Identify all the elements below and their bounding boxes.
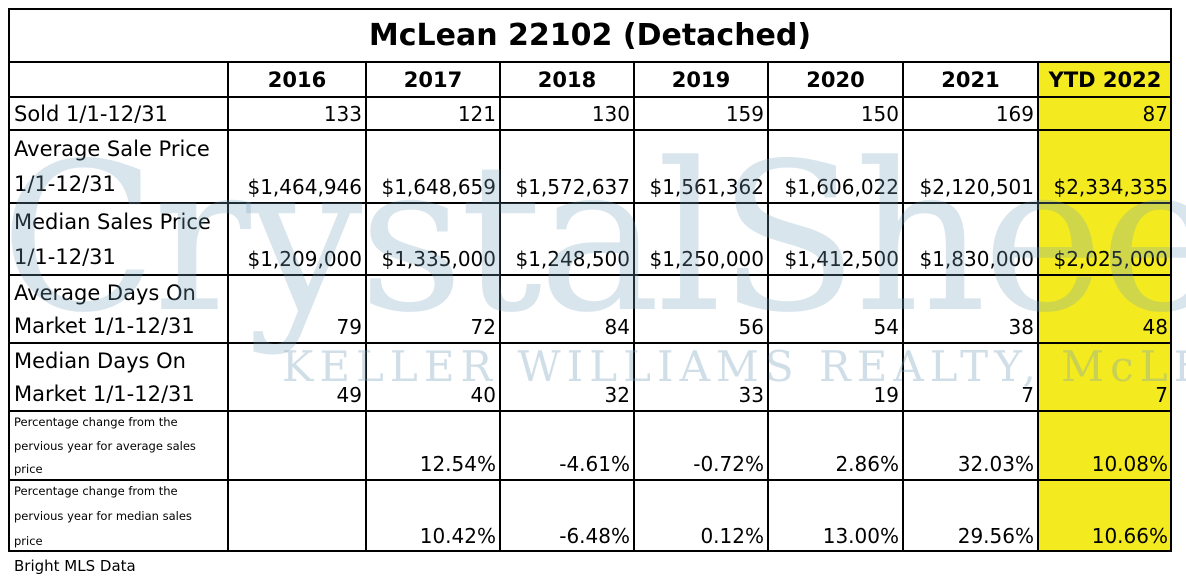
label-line: price (14, 534, 43, 548)
label-line: Market 1/1-12/31 (14, 313, 195, 338)
value-cell: 13.00% (768, 480, 903, 552)
value-cell: $1,250,000 (634, 203, 768, 275)
value-cell: 7 (903, 343, 1038, 411)
value-cell: 29.56% (903, 480, 1038, 552)
value-cell: 7 (1038, 343, 1172, 411)
column-header: 2019 (634, 62, 768, 97)
value-cell: 84 (500, 275, 634, 343)
value-cell: 40 (366, 343, 500, 411)
row-label: Average Sale Price 1/1-12/31 (8, 130, 228, 203)
row-label: Sold 1/1-12/31 (8, 97, 228, 130)
label-line: Average Sale Price (14, 136, 210, 161)
label-line: pervious year for average sales (14, 438, 196, 453)
label-line: Market 1/1-12/31 (14, 381, 195, 406)
value-cell: $1,572,637 (500, 130, 634, 203)
column-header: 2018 (500, 62, 634, 97)
column-header: 2016 (228, 62, 366, 97)
label-line: pervious year for median sales (14, 509, 192, 523)
value-cell: 79 (228, 275, 366, 343)
value-cell: 48 (1038, 275, 1172, 343)
value-cell: $2,025,000 (1038, 203, 1172, 275)
value-cell: 130 (500, 97, 634, 130)
value-cell: $1,561,362 (634, 130, 768, 203)
title: McLean 22102 (Detached) (8, 8, 1172, 62)
label-line: price (14, 462, 43, 476)
label-line: Percentage change from the (14, 484, 178, 498)
value-cell: 159 (634, 97, 768, 130)
row-label: Median Days On Market 1/1-12/31 (8, 343, 228, 411)
label-line: Sold 1/1-12/31 (14, 101, 168, 126)
value-cell: 32 (500, 343, 634, 411)
value-cell: 87 (1038, 97, 1172, 130)
row-label: Average Days On Market 1/1-12/31 (8, 275, 228, 343)
value-cell: 19 (768, 343, 903, 411)
value-cell: $2,120,501 (903, 130, 1038, 203)
column-header: 2017 (366, 62, 500, 97)
value-cell: $1,830,000 (903, 203, 1038, 275)
value-cell: $1,209,000 (228, 203, 366, 275)
value-cell: $1,648,659 (366, 130, 500, 203)
row-label: Percentage change from the pervious year … (8, 480, 228, 552)
label-line: Average Days On (14, 280, 196, 305)
value-cell: $1,464,946 (228, 130, 366, 203)
column-header: 2021 (903, 62, 1038, 97)
value-cell: $1,248,500 (500, 203, 634, 275)
value-cell: 56 (634, 275, 768, 343)
value-cell (228, 480, 366, 552)
header-corner (8, 62, 228, 97)
value-cell: $2,334,335 (1038, 130, 1172, 203)
row-label: Median Sales Price 1/1-12/31 (8, 203, 228, 275)
column-header: 2020 (768, 62, 903, 97)
value-cell: 10.08% (1038, 411, 1172, 480)
value-cell: 32.03% (903, 411, 1038, 480)
value-cell: $1,335,000 (366, 203, 500, 275)
source-note: Bright MLS Data (14, 557, 136, 575)
value-cell: -4.61% (500, 411, 634, 480)
value-cell: -0.72% (634, 411, 768, 480)
value-cell: 72 (366, 275, 500, 343)
value-cell: 2.86% (768, 411, 903, 480)
value-cell: 12.54% (366, 411, 500, 480)
value-cell: $1,412,500 (768, 203, 903, 275)
value-cell: 150 (768, 97, 903, 130)
label-line: 1/1-12/31 (14, 244, 116, 269)
value-cell: 0.12% (634, 480, 768, 552)
column-header: YTD 2022 (1038, 62, 1172, 97)
value-cell: 133 (228, 97, 366, 130)
row-label: Percentage change from the pervious year … (8, 411, 228, 480)
label-line: Median Days On (14, 348, 186, 373)
value-cell: 38 (903, 275, 1038, 343)
value-cell: 54 (768, 275, 903, 343)
value-cell: -6.48% (500, 480, 634, 552)
value-cell: 33 (634, 343, 768, 411)
value-cell: 49 (228, 343, 366, 411)
label-line: Percentage change from the (14, 415, 178, 429)
value-cell: 10.66% (1038, 480, 1172, 552)
value-cell: 121 (366, 97, 500, 130)
value-cell: 10.42% (366, 480, 500, 552)
label-line: 1/1-12/31 (14, 172, 116, 197)
label-line: Median Sales Price (14, 209, 211, 234)
value-cell: 169 (903, 97, 1038, 130)
value-cell: $1,606,022 (768, 130, 903, 203)
value-cell (228, 411, 366, 480)
